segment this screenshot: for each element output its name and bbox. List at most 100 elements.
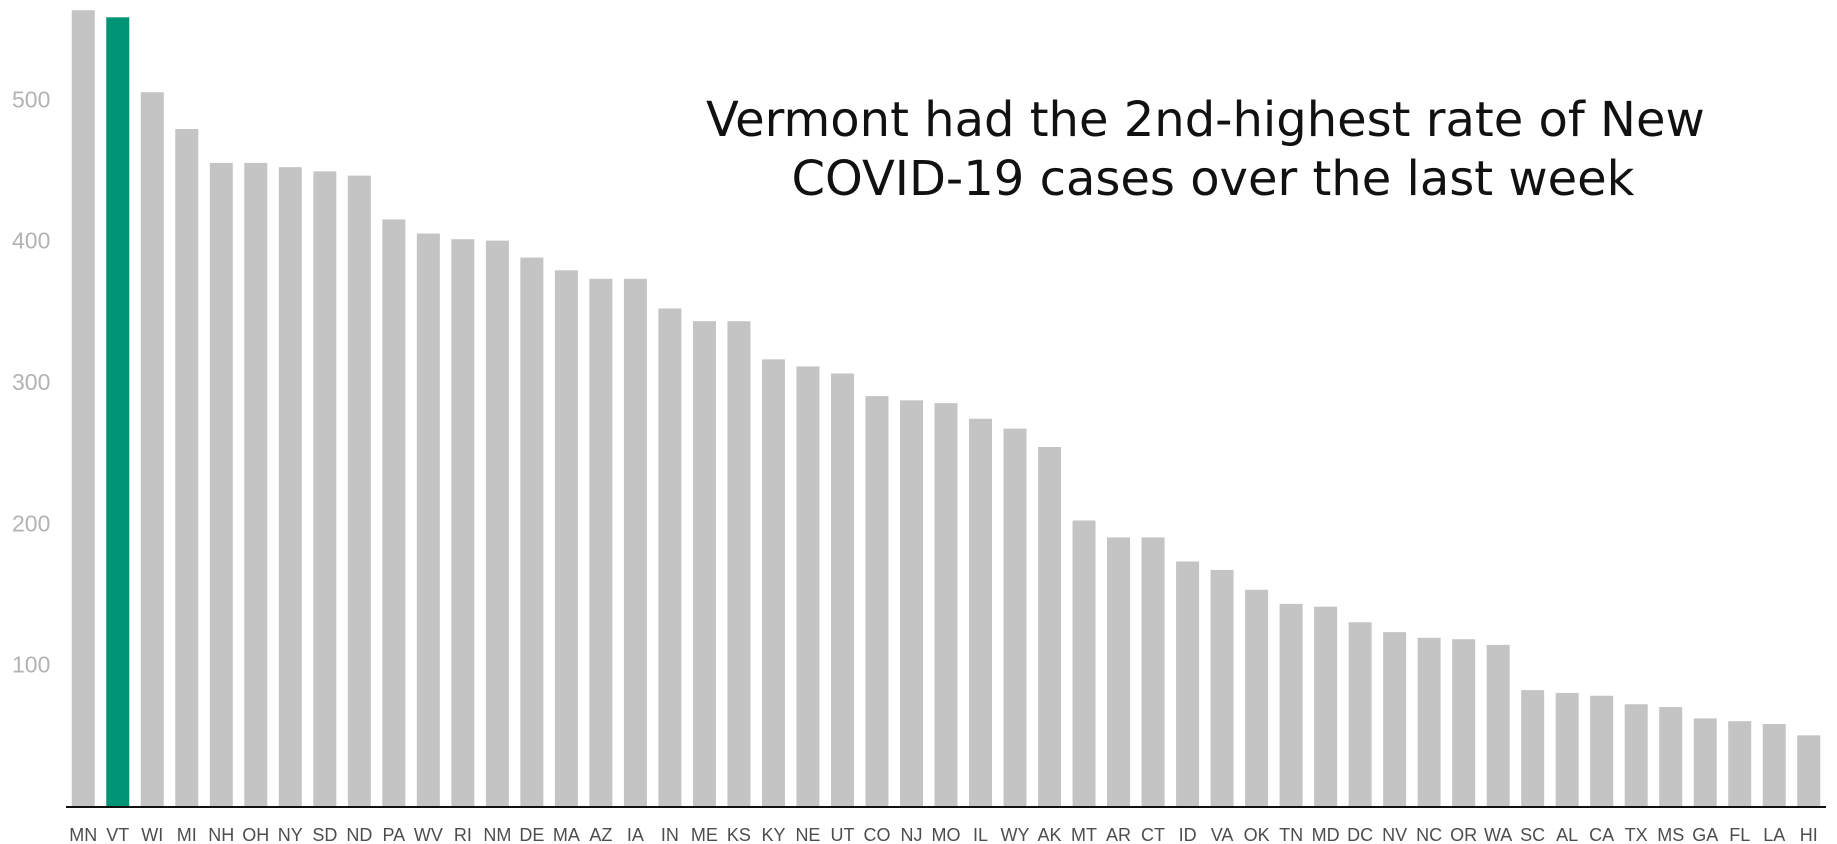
x-tick-label-tn: TN	[1279, 825, 1303, 844]
bar-ks	[727, 321, 751, 806]
x-tick-label-ar: AR	[1106, 825, 1131, 844]
bar-ms	[1659, 707, 1683, 806]
bar-ut	[830, 373, 854, 806]
y-tick-label: 500	[12, 86, 50, 112]
x-tick-label-vt: VT	[106, 825, 129, 844]
bar-mo	[934, 403, 958, 806]
x-tick-label-ny: NY	[278, 825, 303, 844]
bar-ky	[761, 359, 785, 806]
x-tick-label-ne: NE	[795, 825, 820, 844]
x-tick-label-pa: PA	[382, 825, 405, 844]
x-tick-label-az: AZ	[589, 825, 612, 844]
bar-mn	[71, 10, 95, 806]
x-tick-label-co: CO	[863, 825, 890, 844]
x-tick-label-mi: MI	[177, 825, 197, 844]
chart-title: Vermont had the 2nd-highest rate of New …	[706, 92, 1720, 207]
y-axis-ticks: 100 200 300 400 500	[12, 86, 50, 677]
bar-ma	[554, 270, 578, 807]
x-tick-label-wi: WI	[141, 825, 163, 844]
x-tick-label-mo: MO	[932, 825, 961, 844]
bar-wv	[416, 233, 440, 807]
x-tick-label-ky: KY	[761, 825, 785, 844]
bar-ri	[451, 239, 475, 806]
x-tick-label-nm: NM	[483, 825, 511, 844]
bar-de	[520, 257, 544, 807]
bar-ca	[1590, 695, 1614, 806]
bar-mt	[1072, 520, 1096, 806]
x-tick-label-ut: UT	[830, 825, 854, 844]
x-tick-label-la: LA	[1763, 825, 1785, 844]
bar-co	[865, 396, 889, 806]
x-tick-label-dc: DC	[1347, 825, 1373, 844]
bar-md	[1314, 606, 1338, 806]
bar-wi	[140, 92, 164, 807]
x-tick-label-ks: KS	[727, 825, 751, 844]
x-tick-label-fl: FL	[1729, 825, 1750, 844]
bar-oh	[244, 162, 268, 807]
x-tick-label-sc: SC	[1520, 825, 1545, 844]
bar-il	[969, 418, 993, 806]
bar-ia	[623, 278, 647, 807]
bar-wa	[1486, 644, 1510, 806]
x-tick-label-hi: HI	[1800, 825, 1818, 844]
bar-fl	[1728, 721, 1752, 806]
bar-vt	[106, 17, 130, 806]
bar-sd	[313, 171, 337, 806]
x-axis-ticks: MN VT WI MI NH OH NY SD ND PA WV RI NM DE MA AZ IA IN ME KS…	[69, 825, 1817, 844]
bar-ok	[1245, 589, 1269, 806]
y-tick-label: 300	[12, 369, 50, 395]
x-tick-label-ct: CT	[1141, 825, 1165, 844]
bar-nc	[1417, 637, 1441, 806]
bar-nd	[347, 175, 371, 806]
x-tick-label-ma: MA	[553, 825, 580, 844]
x-tick-label-tx: TX	[1625, 825, 1648, 844]
bar-ga	[1693, 718, 1717, 806]
chart-title-line-1: Vermont had the 2nd-highest rate of New	[706, 92, 1705, 148]
y-tick-label: 100	[12, 652, 50, 678]
bar-nv	[1383, 632, 1407, 806]
x-tick-label-id: ID	[1179, 825, 1197, 844]
chart-title-line-2: COVID-19 cases over the last week	[792, 151, 1635, 207]
x-tick-label-me: ME	[691, 825, 718, 844]
bar-ct	[1141, 537, 1165, 806]
y-tick-label: 200	[12, 510, 50, 536]
bar-sc	[1521, 690, 1545, 806]
bar-dc	[1348, 622, 1372, 806]
x-tick-label-sd: SD	[312, 825, 337, 844]
bar-nh	[209, 162, 233, 807]
x-tick-label-nd: ND	[346, 825, 372, 844]
bar-or	[1452, 639, 1476, 806]
bar-ne	[796, 366, 820, 806]
x-tick-label-ak: AK	[1038, 825, 1062, 844]
bar-az	[589, 278, 613, 807]
bar-la	[1762, 724, 1786, 806]
x-tick-label-ms: MS	[1657, 825, 1684, 844]
bar-pa	[382, 219, 406, 807]
x-tick-label-ok: OK	[1244, 825, 1270, 844]
x-tick-label-or: OR	[1450, 825, 1477, 844]
x-tick-label-wv: WV	[414, 825, 443, 844]
bar-id	[1176, 561, 1200, 806]
bar-al	[1555, 692, 1579, 806]
x-tick-label-ia: IA	[627, 825, 644, 844]
x-tick-label-in: IN	[661, 825, 679, 844]
x-tick-label-va: VA	[1211, 825, 1234, 844]
bar-ny	[278, 167, 302, 806]
x-tick-label-mn: MN	[69, 825, 97, 844]
x-tick-label-ri: RI	[454, 825, 472, 844]
bar-mi	[175, 128, 199, 806]
bar-ar	[1107, 537, 1131, 806]
bar-va	[1210, 569, 1234, 806]
x-tick-label-nc: NC	[1416, 825, 1442, 844]
bar-hi	[1797, 735, 1821, 806]
x-tick-label-oh: OH	[242, 825, 269, 844]
x-tick-label-de: DE	[519, 825, 544, 844]
y-tick-label: 400	[12, 228, 50, 254]
bars	[71, 10, 1821, 807]
x-tick-label-il: IL	[973, 825, 988, 844]
x-tick-label-ca: CA	[1589, 825, 1614, 844]
x-tick-label-wa: WA	[1484, 825, 1512, 844]
bar-me	[692, 321, 716, 806]
x-tick-label-ga: GA	[1692, 825, 1718, 844]
